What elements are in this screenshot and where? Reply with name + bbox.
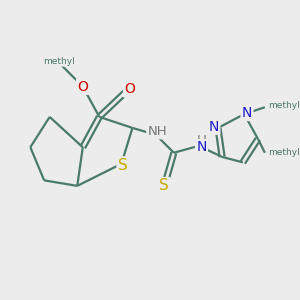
Text: N: N	[242, 106, 252, 120]
Text: H: H	[196, 134, 206, 147]
Text: methyl: methyl	[268, 101, 299, 110]
Text: O: O	[124, 82, 135, 96]
Text: S: S	[118, 158, 128, 173]
Text: NH: NH	[148, 125, 167, 138]
Text: N: N	[196, 140, 207, 154]
Text: O: O	[77, 80, 88, 94]
Text: methyl: methyl	[268, 148, 299, 157]
Text: methyl: methyl	[44, 57, 75, 66]
Text: S: S	[159, 178, 169, 194]
Text: N: N	[209, 119, 219, 134]
